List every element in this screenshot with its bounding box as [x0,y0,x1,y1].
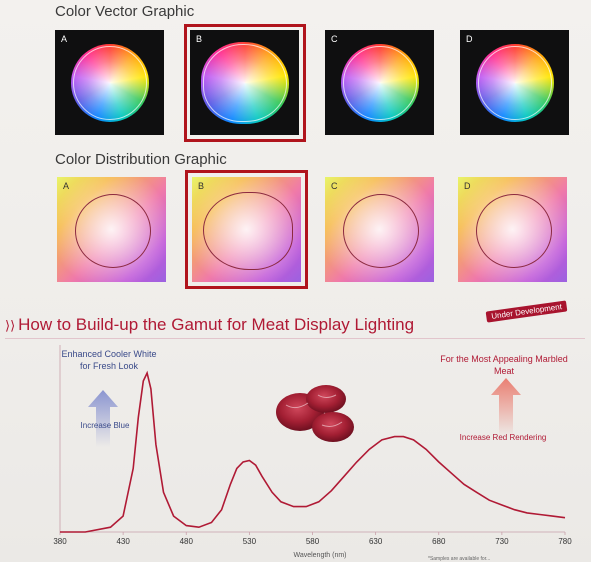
x-tick-label: 780 [558,537,572,546]
x-tick-label: 530 [243,537,257,546]
gamut-outline [202,191,293,270]
distribution-tile-b: B [192,177,301,282]
under-development-badge: Under Development [485,300,568,323]
vector-tile-a: A [55,30,164,135]
distribution-tile-c: C [325,177,434,282]
distribution-tile-d: D [458,177,567,282]
selected-vector-frame [184,24,306,142]
vector-tile-c: C [325,30,434,135]
tile-label: A [63,181,70,191]
double-chevron-icon: ⟩⟩ [5,318,16,333]
increase-red-arrow-icon [491,378,521,437]
gamut-outline [74,193,151,268]
color-wheel-icon [200,41,289,124]
tile-label: D [466,34,473,44]
color-vector-title: Color Vector Graphic [55,3,195,20]
tile-label: B [198,181,205,191]
tile-label: B [196,34,203,44]
title-divider [5,338,585,339]
footnote: *Samples are available for... [428,556,491,562]
x-tick-label: 430 [116,537,130,546]
gamut-title-text: How to Build-up the Gamut for Meat Displ… [18,315,415,334]
x-tick-label: 630 [369,537,383,546]
gamut-title: ⟩⟩ How to Build-up the Gamut for Meat Dis… [5,315,414,335]
color-wheel-icon [70,43,149,122]
tile-label: D [464,181,471,191]
color-wheel-icon [340,43,419,122]
increase-red-note: Increase Red Rendering [459,433,547,442]
distribution-tile-a: A [57,177,166,282]
x-tick-label: 480 [180,537,194,546]
x-axis-label: Wavelength (nm) [293,552,346,559]
gamut-outline [475,193,552,268]
spectrum-curve [60,370,566,533]
x-tick-label: 580 [306,537,320,546]
tile-label: C [331,34,338,44]
x-tick-label: 730 [495,537,509,546]
color-distribution-title: Color Distribution Graphic [55,151,227,168]
appealing-meat-note: For the Most Appealing Marbled Meat [440,354,568,376]
increase-blue-note: Increase Blue [80,421,130,430]
spectrum-chart: 380 430 480 530 580 630 680 730 780 Wavelength (… [53,345,572,559]
tile-label: C [331,181,338,191]
x-tick-label: 680 [432,537,446,546]
gamut-outline [342,193,419,268]
vector-tile-b: B [190,30,299,135]
x-tick-label: 380 [53,537,67,546]
selected-distribution-frame [185,170,308,289]
vector-tile-d: D [460,30,569,135]
increase-blue-arrow-icon [88,390,118,447]
marbled-meat-image [276,385,354,442]
tile-label: A [61,34,68,44]
color-wheel-icon [475,43,554,122]
cooler-white-note: Enhanced Cooler White for Fresh Look [61,349,157,371]
